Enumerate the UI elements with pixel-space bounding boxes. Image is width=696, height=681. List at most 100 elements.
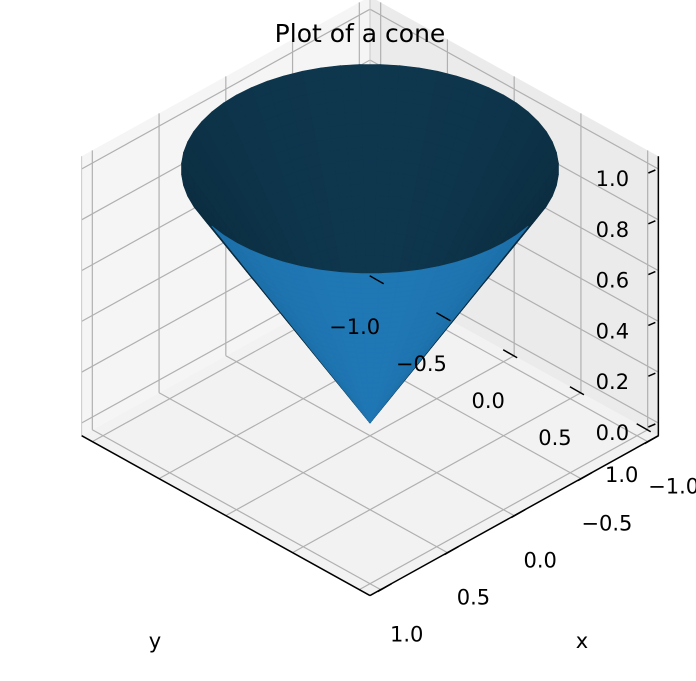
surface-patch: [374, 342, 387, 349]
surface-patch: [342, 88, 362, 102]
x-tick-mark: [644, 434, 660, 445]
surface-patch: [333, 160, 350, 175]
surface-patch: [355, 255, 367, 269]
x-tick-mark: [377, 582, 393, 593]
surface-patch: [389, 172, 405, 187]
surface-patch: [377, 111, 396, 126]
z-tick-mark: [648, 220, 656, 225]
surface-patch: [361, 298, 379, 304]
surface-patch: [372, 372, 381, 379]
surface-patch: [362, 147, 378, 161]
surface-patch: [374, 231, 387, 245]
y-tick-mark: [369, 275, 385, 285]
surface-patch: [351, 207, 365, 221]
surface-patch: [360, 288, 380, 294]
surface-patch: [325, 101, 345, 116]
surface-patch: [330, 136, 348, 152]
surface-patch: [365, 352, 375, 359]
surface-patch: [356, 357, 367, 364]
surface-patch: [360, 100, 380, 113]
surface-patch: [341, 76, 362, 90]
surface-patch: [340, 64, 361, 78]
surface-patch: [369, 417, 371, 424]
surface-patch: [361, 303, 379, 309]
z-tick-label: 0.4: [596, 319, 629, 343]
z-tick-mark: [648, 372, 656, 377]
surface-patch: [363, 195, 377, 209]
z-tick-label: 0.8: [596, 218, 629, 242]
surface-patch: [377, 123, 395, 138]
surface-patch: [375, 207, 389, 221]
surface-patch: [386, 208, 400, 223]
surface-patch: [378, 99, 397, 114]
surface-patch: [357, 362, 367, 369]
surface-patch: [349, 183, 365, 198]
surface-patch: [368, 397, 372, 404]
surface-patch: [371, 387, 378, 394]
surface-patch: [375, 183, 391, 198]
surface-patch: [338, 196, 353, 211]
surface-patch: [344, 111, 363, 126]
surface-patch: [364, 347, 376, 354]
z-tick-label: 1.0: [596, 167, 629, 191]
surface-patch: [353, 231, 366, 245]
z-tick-mark: [648, 270, 656, 276]
surface-patch: [367, 382, 373, 389]
surface-patch: [362, 171, 378, 185]
surface-patch: [372, 377, 380, 384]
surface-patch: [364, 243, 376, 256]
surface-patch: [373, 255, 385, 269]
surface-patch: [396, 89, 416, 104]
surface-patch: [350, 195, 365, 209]
surface-patch: [367, 387, 373, 394]
surface-patch: [368, 412, 372, 419]
surface-patch: [374, 219, 388, 233]
y-tick-mark: [569, 386, 585, 396]
surface-patch: [345, 123, 363, 138]
surface-patch: [352, 219, 366, 233]
surface-patch: [366, 372, 374, 379]
surface-patch: [332, 148, 349, 163]
z-tick-mark: [648, 169, 656, 174]
surface-patch: [348, 171, 364, 186]
surface-patch: [378, 88, 398, 102]
surface-patch: [365, 362, 375, 369]
surface-patch: [377, 135, 394, 150]
surface-patch: [371, 382, 379, 389]
surface-patch: [364, 219, 376, 233]
surface-patch: [359, 64, 381, 77]
surface-patch: [360, 283, 380, 289]
surface-patch: [328, 124, 347, 140]
y-axis-label: y: [149, 629, 161, 653]
x-tick-mark: [577, 471, 593, 482]
surface-patch: [335, 172, 351, 187]
surface-patch: [362, 387, 369, 394]
surface-patch: [360, 377, 368, 384]
surface-patch: [322, 174, 338, 189]
surface-patch: [327, 112, 346, 128]
surface-patch: [343, 99, 362, 114]
surface-patch: [346, 135, 363, 150]
y-tick-mark: [436, 312, 451, 322]
z-tick-mark: [648, 321, 656, 327]
surface-patch: [360, 76, 380, 89]
surface-patch: [373, 352, 385, 359]
surface-patch: [363, 183, 377, 197]
z-tick-mark: [648, 423, 656, 428]
surface-patch: [337, 184, 352, 199]
surface-patch: [395, 101, 415, 116]
surface-patch: [373, 357, 384, 364]
x-tick-mark: [510, 508, 526, 519]
surface-patch: [366, 367, 374, 374]
surface-patch: [340, 272, 361, 279]
surface-patch: [362, 159, 378, 173]
surface-patch: [361, 382, 369, 389]
chart-title: Plot of a cone: [275, 19, 446, 48]
surface-patch: [385, 220, 399, 234]
surface-patch: [365, 255, 375, 268]
surface-patch: [361, 112, 379, 125]
y-tick-label: 0.0: [471, 389, 504, 413]
surface-patch: [375, 195, 390, 209]
surface-patch: [364, 342, 376, 349]
z-tick-label: 0.2: [596, 370, 629, 394]
